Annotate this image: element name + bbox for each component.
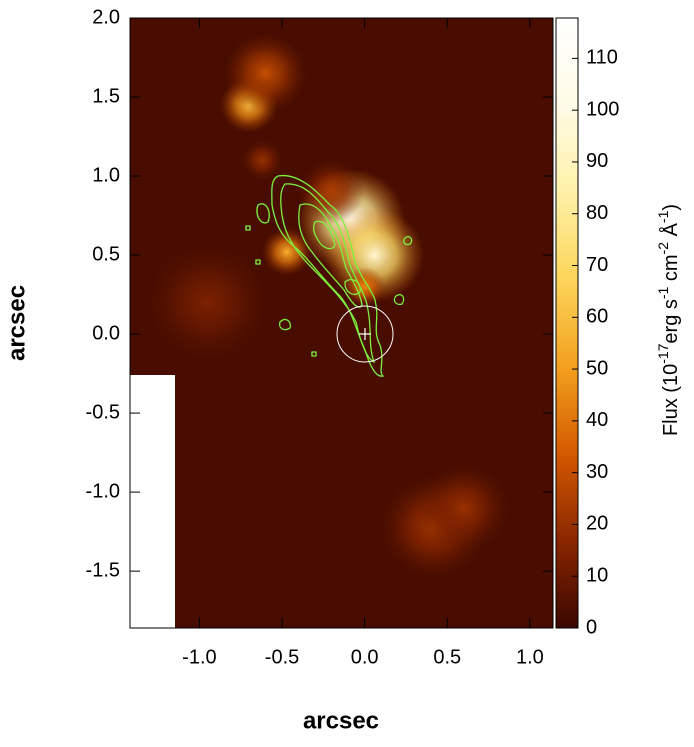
x-tick-label: 0.0	[351, 646, 379, 668]
colorbar-label-part: -1	[655, 286, 671, 299]
colorbar-tick-label: 50	[586, 357, 608, 379]
colorbar-tick-label: 100	[586, 98, 619, 120]
x-tick-label: -0.5	[265, 646, 299, 668]
colorbar-label-part: erg s	[660, 299, 682, 343]
colorbar-tick-label: 70	[586, 254, 608, 276]
contour	[311, 351, 317, 357]
image	[145, 33, 510, 579]
plot-frame	[129, 17, 554, 629]
colorbar-tick-label: 40	[586, 409, 608, 431]
contour	[278, 318, 292, 331]
contour	[344, 278, 361, 296]
colorbar-tick-label: 10	[586, 564, 608, 586]
y-tick-label: -1.0	[86, 480, 120, 502]
colorbar-label-part: -2	[655, 242, 671, 255]
colorbar: 0 10 20 30 40 50 60 70 80 90 100 110	[555, 17, 619, 638]
contour	[280, 183, 376, 364]
blob	[241, 140, 283, 180]
x-tick-label: 1.0	[516, 646, 544, 668]
colorbar-tick-label: 80	[586, 202, 608, 224]
blob	[418, 464, 510, 552]
y-tick-label: 1.5	[92, 85, 120, 107]
colorbar-label: Flux (10-17erg s-1 cm-2 Å-1)	[655, 204, 683, 436]
y-tick-label: 2.0	[92, 6, 120, 28]
no-data-region	[130, 375, 175, 628]
colorbar-label-part: -17	[655, 343, 671, 363]
colorbar-label-part: cm	[660, 254, 682, 286]
center-marker	[359, 328, 371, 340]
x-axis-label: arcsec	[303, 707, 379, 734]
contour	[403, 236, 413, 246]
colorbar-label-part: Flux (10	[660, 364, 682, 436]
colorbar-label-part: -1	[655, 210, 671, 223]
contour	[255, 259, 261, 265]
contour	[298, 203, 363, 308]
colorbar-tick-label: 30	[586, 461, 608, 483]
contour	[393, 294, 405, 306]
colorbar-label-part: )	[660, 204, 682, 211]
contour	[256, 203, 270, 224]
blob	[298, 160, 365, 224]
contours	[245, 174, 413, 377]
aperture-circle	[336, 305, 394, 363]
colorbar-tick-label: 110	[586, 47, 618, 69]
contour	[245, 225, 251, 231]
y-tick-label: -1.5	[86, 559, 120, 581]
colorbar-scale	[555, 17, 579, 629]
contour	[312, 220, 336, 250]
y-axis-label: arcsec	[3, 285, 30, 361]
y-tick-label: 0.5	[92, 243, 120, 265]
colorbar-tick-label: 0	[586, 616, 597, 638]
contour	[271, 174, 385, 377]
blob	[343, 266, 386, 307]
colorbar-tick-label: 60	[586, 306, 608, 328]
x-tick-label: 0.5	[433, 646, 461, 668]
y-tick-label: -0.5	[86, 401, 120, 423]
y-tick-label: 0.0	[92, 322, 120, 344]
blob	[145, 243, 270, 362]
blob	[262, 228, 312, 276]
colorbar-label-part: Å	[659, 222, 682, 242]
colorbar-tick-label: 90	[586, 150, 608, 172]
y-tick-label: 1.0	[92, 164, 120, 186]
colorbar-tick-label: 20	[586, 513, 608, 535]
x-tick-label: -1.0	[182, 646, 216, 668]
blob	[224, 33, 307, 113]
